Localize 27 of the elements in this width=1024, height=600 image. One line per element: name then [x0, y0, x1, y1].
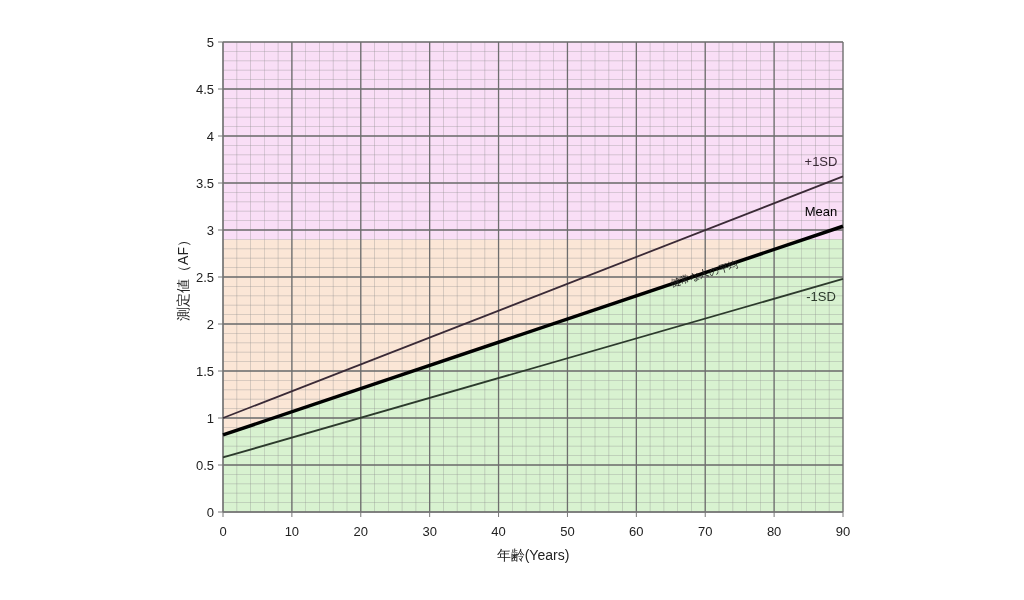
y-tick-label: 2: [206, 316, 214, 332]
x-tick-label: 30: [422, 524, 437, 539]
x-tick-label: 70: [697, 524, 713, 539]
y-tick-label: 3.5: [195, 175, 214, 191]
y-tick-label: 0: [206, 504, 214, 520]
x-tick-label: 0: [219, 524, 227, 539]
y-tick-label: 0.5: [195, 457, 214, 473]
x-tick-label: 90: [835, 524, 851, 539]
x-tick-label: 60: [629, 524, 644, 539]
y-tick-label: 2.5: [195, 269, 214, 285]
y-tick-label: 4: [206, 128, 214, 144]
series-label: +1SD: [804, 154, 838, 170]
y-tick-label: 1.5: [195, 363, 214, 379]
y-tick-label: 5: [206, 34, 214, 50]
x-tick-label: 40: [491, 524, 506, 539]
series-label: Mean: [804, 204, 838, 220]
y-tick-label: 1: [206, 410, 214, 426]
x-tick-label: 20: [353, 524, 369, 539]
x-tick-label: 50: [560, 524, 575, 539]
y-axis-title: 測定値（AF）: [175, 233, 191, 321]
x-axis-title: 年齢(Years): [496, 547, 570, 563]
y-tick-label: 4.5: [195, 81, 214, 97]
series-label: -1SD: [806, 288, 836, 304]
x-tick-label: 80: [766, 524, 782, 539]
y-tick-label: 3: [206, 222, 214, 238]
x-tick-label: 10: [284, 524, 300, 539]
annotation: 健常な人の平均: [669, 258, 740, 290]
